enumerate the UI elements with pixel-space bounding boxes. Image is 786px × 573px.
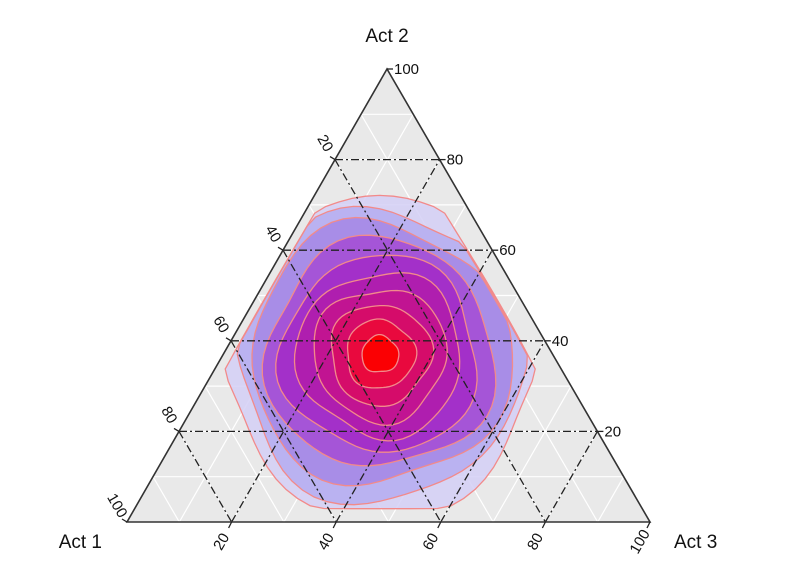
tick-labels: 20 40 60 80 100 20 40 60 80 100 20 40 60 80 100 — [103, 61, 653, 557]
tick-act3 — [437, 521, 442, 529]
tick-label-act1: 40 — [261, 222, 284, 245]
tick-label-act2: 20 — [604, 423, 621, 440]
tick-label-act3: 100 — [626, 527, 653, 557]
fine-grid-line — [492, 385, 572, 522]
major-grid-line-act1 — [178, 431, 233, 522]
axis-title-act2: Act 2 — [365, 26, 408, 47]
tick-act3 — [541, 521, 546, 529]
tick-marks — [121, 68, 651, 529]
tick-label-act3: 80 — [524, 530, 547, 553]
tick-act3 — [646, 521, 651, 529]
tick-label-act2: 60 — [499, 242, 516, 259]
tick-label-act1: 80 — [157, 404, 180, 427]
tick-label-act1: 100 — [103, 491, 130, 521]
major-grid-line-act3 — [544, 431, 598, 522]
tick-act3 — [332, 521, 337, 529]
contour-level-10 — [361, 333, 400, 373]
triangle-border — [125, 67, 652, 523]
tick-label-act2: 100 — [394, 61, 419, 78]
major-grid-line-act3 — [440, 340, 546, 522]
tick-label-act1: 60 — [209, 313, 232, 336]
major-grid — [178, 158, 598, 522]
fine-grid-line — [597, 476, 625, 522]
major-grid-line-act1 — [230, 340, 337, 522]
tick-label-act1: 20 — [313, 132, 336, 155]
tick-act1 — [225, 337, 232, 342]
contour-regions — [224, 194, 536, 510]
tick-act1 — [121, 518, 128, 523]
tick-label-act2: 40 — [552, 333, 569, 350]
major-grid-line-act1 — [282, 249, 442, 522]
tick-label-act2: 80 — [447, 152, 464, 169]
tick-act1 — [173, 427, 180, 432]
fine-grid-line — [152, 476, 180, 522]
major-grid-line-act3 — [335, 249, 493, 522]
tick-label-act3: 60 — [419, 530, 442, 553]
tick-act3 — [228, 521, 233, 529]
fine-grid-line — [204, 385, 285, 522]
tick-label-act3: 20 — [210, 530, 233, 553]
major-grid-line-act3 — [231, 159, 441, 522]
axis-title-act3: Act 3 — [674, 532, 717, 553]
tick-label-act3: 40 — [315, 530, 338, 553]
tick-act1 — [277, 246, 284, 251]
tick-act1 — [329, 156, 336, 161]
axis-title-act1: Act 1 — [59, 532, 102, 553]
